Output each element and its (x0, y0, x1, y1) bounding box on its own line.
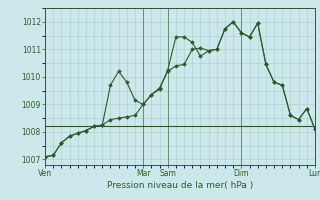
X-axis label: Pression niveau de la mer( hPa ): Pression niveau de la mer( hPa ) (107, 181, 253, 190)
